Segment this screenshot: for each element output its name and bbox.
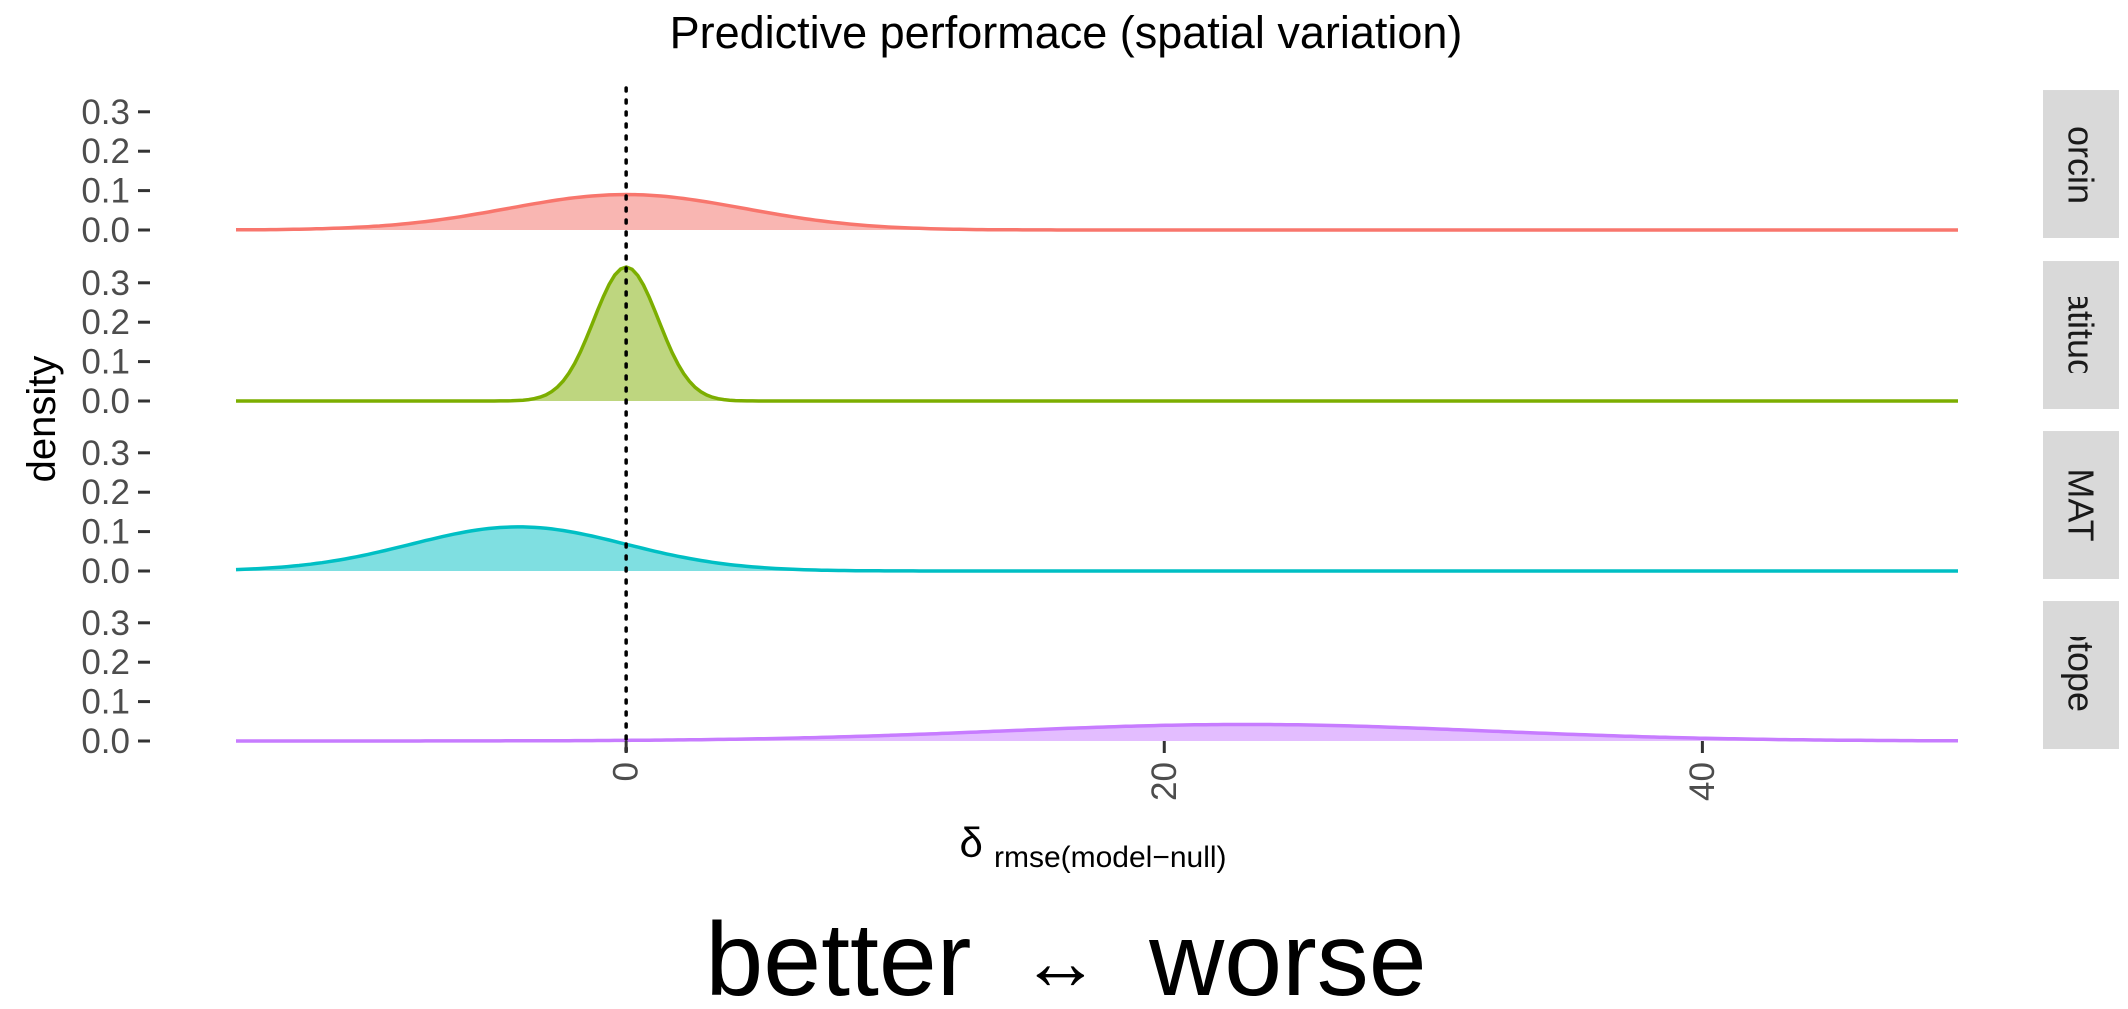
y-tick-label: 0.0: [81, 552, 130, 591]
y-tick-label: 0.0: [81, 382, 130, 421]
x-tick-label: 40: [1683, 762, 1722, 801]
density-line-photoperiod: [236, 722, 1958, 743]
x-axis: 0 20 40: [607, 741, 1722, 801]
facet-strip-label: MAT: [2061, 468, 2102, 541]
facet-panel-forcing: 0.00.10.20.3 Forcing: [81, 90, 2119, 250]
y-tick-label: 0.1: [81, 513, 130, 552]
y-tick-label: 0.2: [81, 303, 130, 342]
density-area-latitude: [236, 267, 1958, 401]
y-tick-label: 0.1: [81, 172, 130, 211]
y-axis-label: density: [20, 356, 64, 483]
density-area-mat: [236, 526, 1958, 571]
y-tick-label: 0.3: [81, 604, 130, 643]
caption-better: better: [705, 902, 971, 1009]
facet-strip-label: Latitude: [2061, 271, 2102, 399]
x-tick-label: 20: [1145, 762, 1184, 801]
x-axis-label-subscript: rmse(model−null): [994, 841, 1227, 874]
caption-arrow: ↔: [1020, 917, 1100, 1006]
density-area-photoperiod: [236, 724, 1958, 741]
density-line-latitude: [236, 265, 1958, 403]
facet-panel-mat: 0.00.10.20.3 MAT: [81, 431, 2119, 591]
y-tick-label: 0.0: [81, 722, 130, 761]
y-tick-label: 0.1: [81, 683, 130, 722]
density-line-forcing: [236, 192, 1958, 232]
facet-strip: [2043, 261, 2119, 409]
facet-panel-photoperiod: 0.00.10.20.3 Photoperiod: [81, 578, 2119, 772]
y-tick-label: 0.2: [81, 132, 130, 171]
density-line-mat: [235, 525, 1958, 573]
facet-strip-label: Photoperiod: [2061, 578, 2102, 772]
chart-title: Predictive performace (spatial variation…: [670, 7, 1463, 58]
y-tick-label: 0.3: [81, 93, 130, 132]
facet-strip: [2043, 431, 2119, 579]
x-axis-label: δ rmse(model−null): [959, 819, 1226, 874]
y-tick-label: 0.1: [81, 343, 130, 382]
facet-strip: [2043, 90, 2119, 238]
caption-worse: worse: [1148, 902, 1426, 1009]
facet-strip-label: Forcing: [2061, 104, 2102, 224]
density-area-forcing: [236, 194, 1958, 230]
x-tick-label: 0: [607, 762, 646, 781]
y-tick-label: 0.0: [81, 211, 130, 250]
facet-strip: [2043, 601, 2119, 749]
facet-panel-latitude: 0.00.10.20.3 Latitude: [81, 261, 2119, 421]
y-tick-label: 0.3: [81, 264, 130, 303]
x-axis-label-symbol: δ: [959, 819, 982, 866]
caption: better ↔ worse: [705, 896, 1426, 1009]
y-tick-label: 0.3: [81, 434, 130, 473]
y-tick-label: 0.2: [81, 473, 130, 512]
y-tick-label: 0.2: [81, 643, 130, 682]
